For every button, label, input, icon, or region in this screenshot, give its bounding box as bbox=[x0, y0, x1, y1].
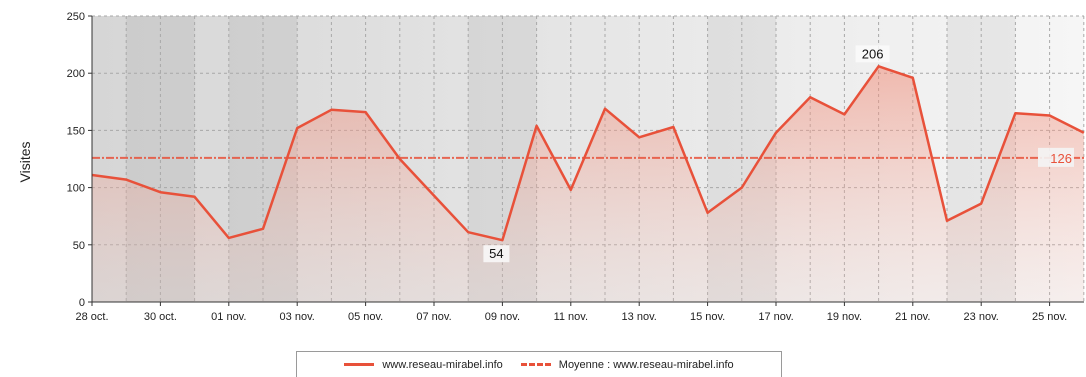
x-tick-label-10: 17 nov. bbox=[758, 311, 793, 323]
y-tick-label-5: 250 bbox=[67, 11, 85, 23]
x-tick-label-13: 23 nov. bbox=[964, 311, 999, 323]
data-label-bg-0 bbox=[483, 245, 510, 263]
axes bbox=[91, 16, 1084, 303]
average-label: 126 bbox=[1050, 151, 1072, 166]
series-line bbox=[91, 65, 1085, 242]
y-tick-label-1: 50 bbox=[73, 240, 85, 252]
data-label-0: 54 bbox=[489, 246, 503, 261]
x-tick-label-1: 30 oct. bbox=[144, 311, 177, 323]
legend-series-label: www.reseau-mirabel.info bbox=[382, 358, 503, 371]
x-tick-label-6: 09 nov. bbox=[485, 311, 520, 323]
legend-average-label: Moyenne : www.reseau-mirabel.info bbox=[558, 358, 734, 371]
y-tick-label-2: 100 bbox=[67, 183, 85, 195]
x-tick-label-14: 25 nov. bbox=[1032, 311, 1067, 323]
average-label-bg bbox=[1038, 147, 1074, 167]
legend-dash-swatch bbox=[520, 363, 551, 366]
x-tick-label-12: 21 nov. bbox=[895, 311, 930, 323]
y-tick-label-4: 200 bbox=[67, 68, 85, 80]
legend-item-series[interactable]: www.reseau-mirabel.info bbox=[344, 358, 503, 371]
x-tick-label-11: 19 nov. bbox=[827, 311, 862, 323]
x-tick-label-5: 07 nov. bbox=[416, 311, 451, 323]
y-axis-label: Visites bbox=[17, 142, 33, 183]
visits-chart: 0 50 100 150 200 250 28 oct. 30 oct. 01 nov. 03 … bbox=[17, 11, 1085, 323]
x-tick-label-0: 28 oct. bbox=[75, 311, 108, 323]
series-area bbox=[92, 66, 1084, 302]
x-tick-label-3: 03 nov. bbox=[280, 311, 315, 323]
data-label-1: 206 bbox=[862, 46, 884, 61]
x-tick-label-8: 13 nov. bbox=[622, 311, 657, 323]
data-label-bg-1 bbox=[855, 45, 890, 63]
y-tick-labels: 0 50 100 150 200 250 bbox=[67, 11, 92, 309]
x-tick-label-2: 01 nov. bbox=[211, 311, 246, 323]
legend-line-swatch bbox=[344, 363, 375, 366]
y-tick-label-3: 150 bbox=[67, 125, 85, 137]
x-tick-label-4: 05 nov. bbox=[348, 311, 383, 323]
x-tick-label-7: 11 nov. bbox=[554, 311, 588, 323]
y-tick-label-0: 0 bbox=[79, 297, 85, 309]
legend: www.reseau-mirabel.info Moyenne : www.re… bbox=[296, 351, 782, 377]
x-tick-labels: 28 oct. 30 oct. 01 nov. 03 nov. 05 nov. 07 no… bbox=[75, 302, 1067, 323]
x-tick-label-9: 15 nov. bbox=[690, 311, 725, 323]
data-labels: 54 206 126 bbox=[483, 45, 1074, 263]
legend-item-average[interactable]: Moyenne : www.reseau-mirabel.info bbox=[520, 358, 734, 371]
